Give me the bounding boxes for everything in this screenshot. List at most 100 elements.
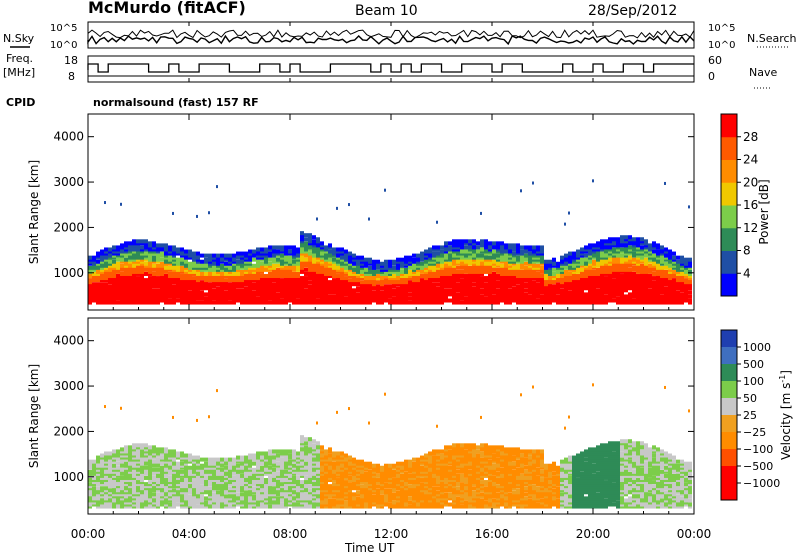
power-cell [588, 294, 592, 299]
velocity-cell [144, 504, 148, 509]
velocity-cell [92, 494, 96, 499]
power-cell [388, 290, 392, 295]
power-cell [404, 276, 408, 281]
velocity-cell [136, 484, 140, 489]
power-cell [156, 296, 160, 301]
power-cell [148, 253, 152, 258]
power-cell [564, 271, 568, 276]
power-cell [552, 286, 556, 291]
power-cell [284, 294, 288, 299]
power-cell [292, 290, 296, 295]
power-cell [252, 251, 256, 256]
power-cell [272, 274, 276, 279]
velocity-cell [192, 488, 196, 493]
power-cell [188, 278, 192, 283]
power-cell [100, 267, 104, 272]
power-cell [540, 290, 544, 295]
power-cell [580, 298, 584, 303]
power-cell [128, 243, 132, 248]
power-cell [156, 292, 160, 297]
power-cell [680, 288, 684, 293]
power-cell [128, 290, 132, 295]
power-cell [660, 288, 664, 293]
power-cell [532, 255, 536, 260]
power-cell [92, 274, 96, 279]
power-cell [348, 203, 350, 207]
power-cell [628, 271, 632, 276]
power-cell [660, 267, 664, 272]
power-cell [172, 245, 176, 250]
power-cell [180, 284, 184, 289]
power-cell [476, 249, 480, 254]
power-cell [208, 267, 212, 272]
velocity-cell [204, 457, 208, 462]
power-cell [364, 278, 368, 283]
power-cell [656, 265, 660, 270]
velocity-cell [192, 480, 196, 485]
power-cell [104, 267, 108, 272]
power-cell [412, 265, 416, 270]
power-cell [640, 298, 644, 303]
power-cell [192, 261, 196, 266]
power-cell [472, 263, 476, 268]
power-cell [488, 245, 492, 250]
power-cell [464, 251, 468, 256]
power-cell [184, 292, 188, 297]
power-cell [352, 271, 356, 276]
power-cell [340, 296, 344, 301]
power-cell [412, 278, 416, 283]
power-cell [616, 288, 620, 293]
power-cell [480, 255, 484, 260]
power-cell [336, 253, 340, 258]
power-cell [504, 300, 508, 305]
power-cell [156, 249, 160, 254]
power-cell [448, 241, 452, 246]
station-title: McMurdo (fitACF) [88, 0, 246, 17]
power-cell [252, 271, 256, 276]
power-cell [188, 280, 192, 285]
power-cell [204, 300, 208, 305]
power-cell [532, 271, 536, 276]
power-cell [444, 241, 448, 246]
power-cell [152, 292, 156, 297]
freq-label-line1: Freq. [6, 52, 33, 65]
power-cell [256, 286, 260, 291]
power-cell [500, 247, 504, 252]
power-cell [360, 255, 364, 260]
power-cell [292, 282, 296, 287]
velocity-cell [152, 451, 156, 456]
velocity-cell [196, 475, 200, 480]
power-cell [128, 294, 132, 299]
velocity-cell [184, 494, 188, 499]
power-cell [448, 271, 452, 276]
power-cell [440, 269, 444, 274]
power-cell [136, 239, 140, 244]
velocity-cell [108, 455, 112, 460]
power-cell [216, 185, 218, 189]
power-cell [444, 296, 448, 301]
power-cell [644, 276, 648, 281]
power-cell [628, 276, 632, 281]
power-cell [120, 276, 124, 281]
power-cell [172, 280, 176, 285]
power-cell [400, 265, 404, 270]
velocity-cell [124, 484, 128, 489]
power-cell [484, 265, 488, 270]
velocity-cell [176, 502, 180, 507]
velocity-cell [224, 473, 228, 478]
power-cell [104, 290, 108, 295]
power-cell [632, 257, 636, 262]
power-cell [204, 276, 208, 281]
velocity-cell [124, 486, 128, 491]
power-cell [336, 249, 340, 254]
power-cell [300, 251, 304, 256]
velocity-cell [208, 459, 212, 464]
power-cell [644, 247, 648, 252]
power-cell [124, 290, 128, 295]
velocity-cell [188, 496, 192, 501]
power-cell [504, 278, 508, 283]
power-cell [316, 284, 320, 289]
power-cell [440, 271, 444, 276]
power-cell [540, 296, 544, 301]
power-cell [616, 255, 620, 260]
